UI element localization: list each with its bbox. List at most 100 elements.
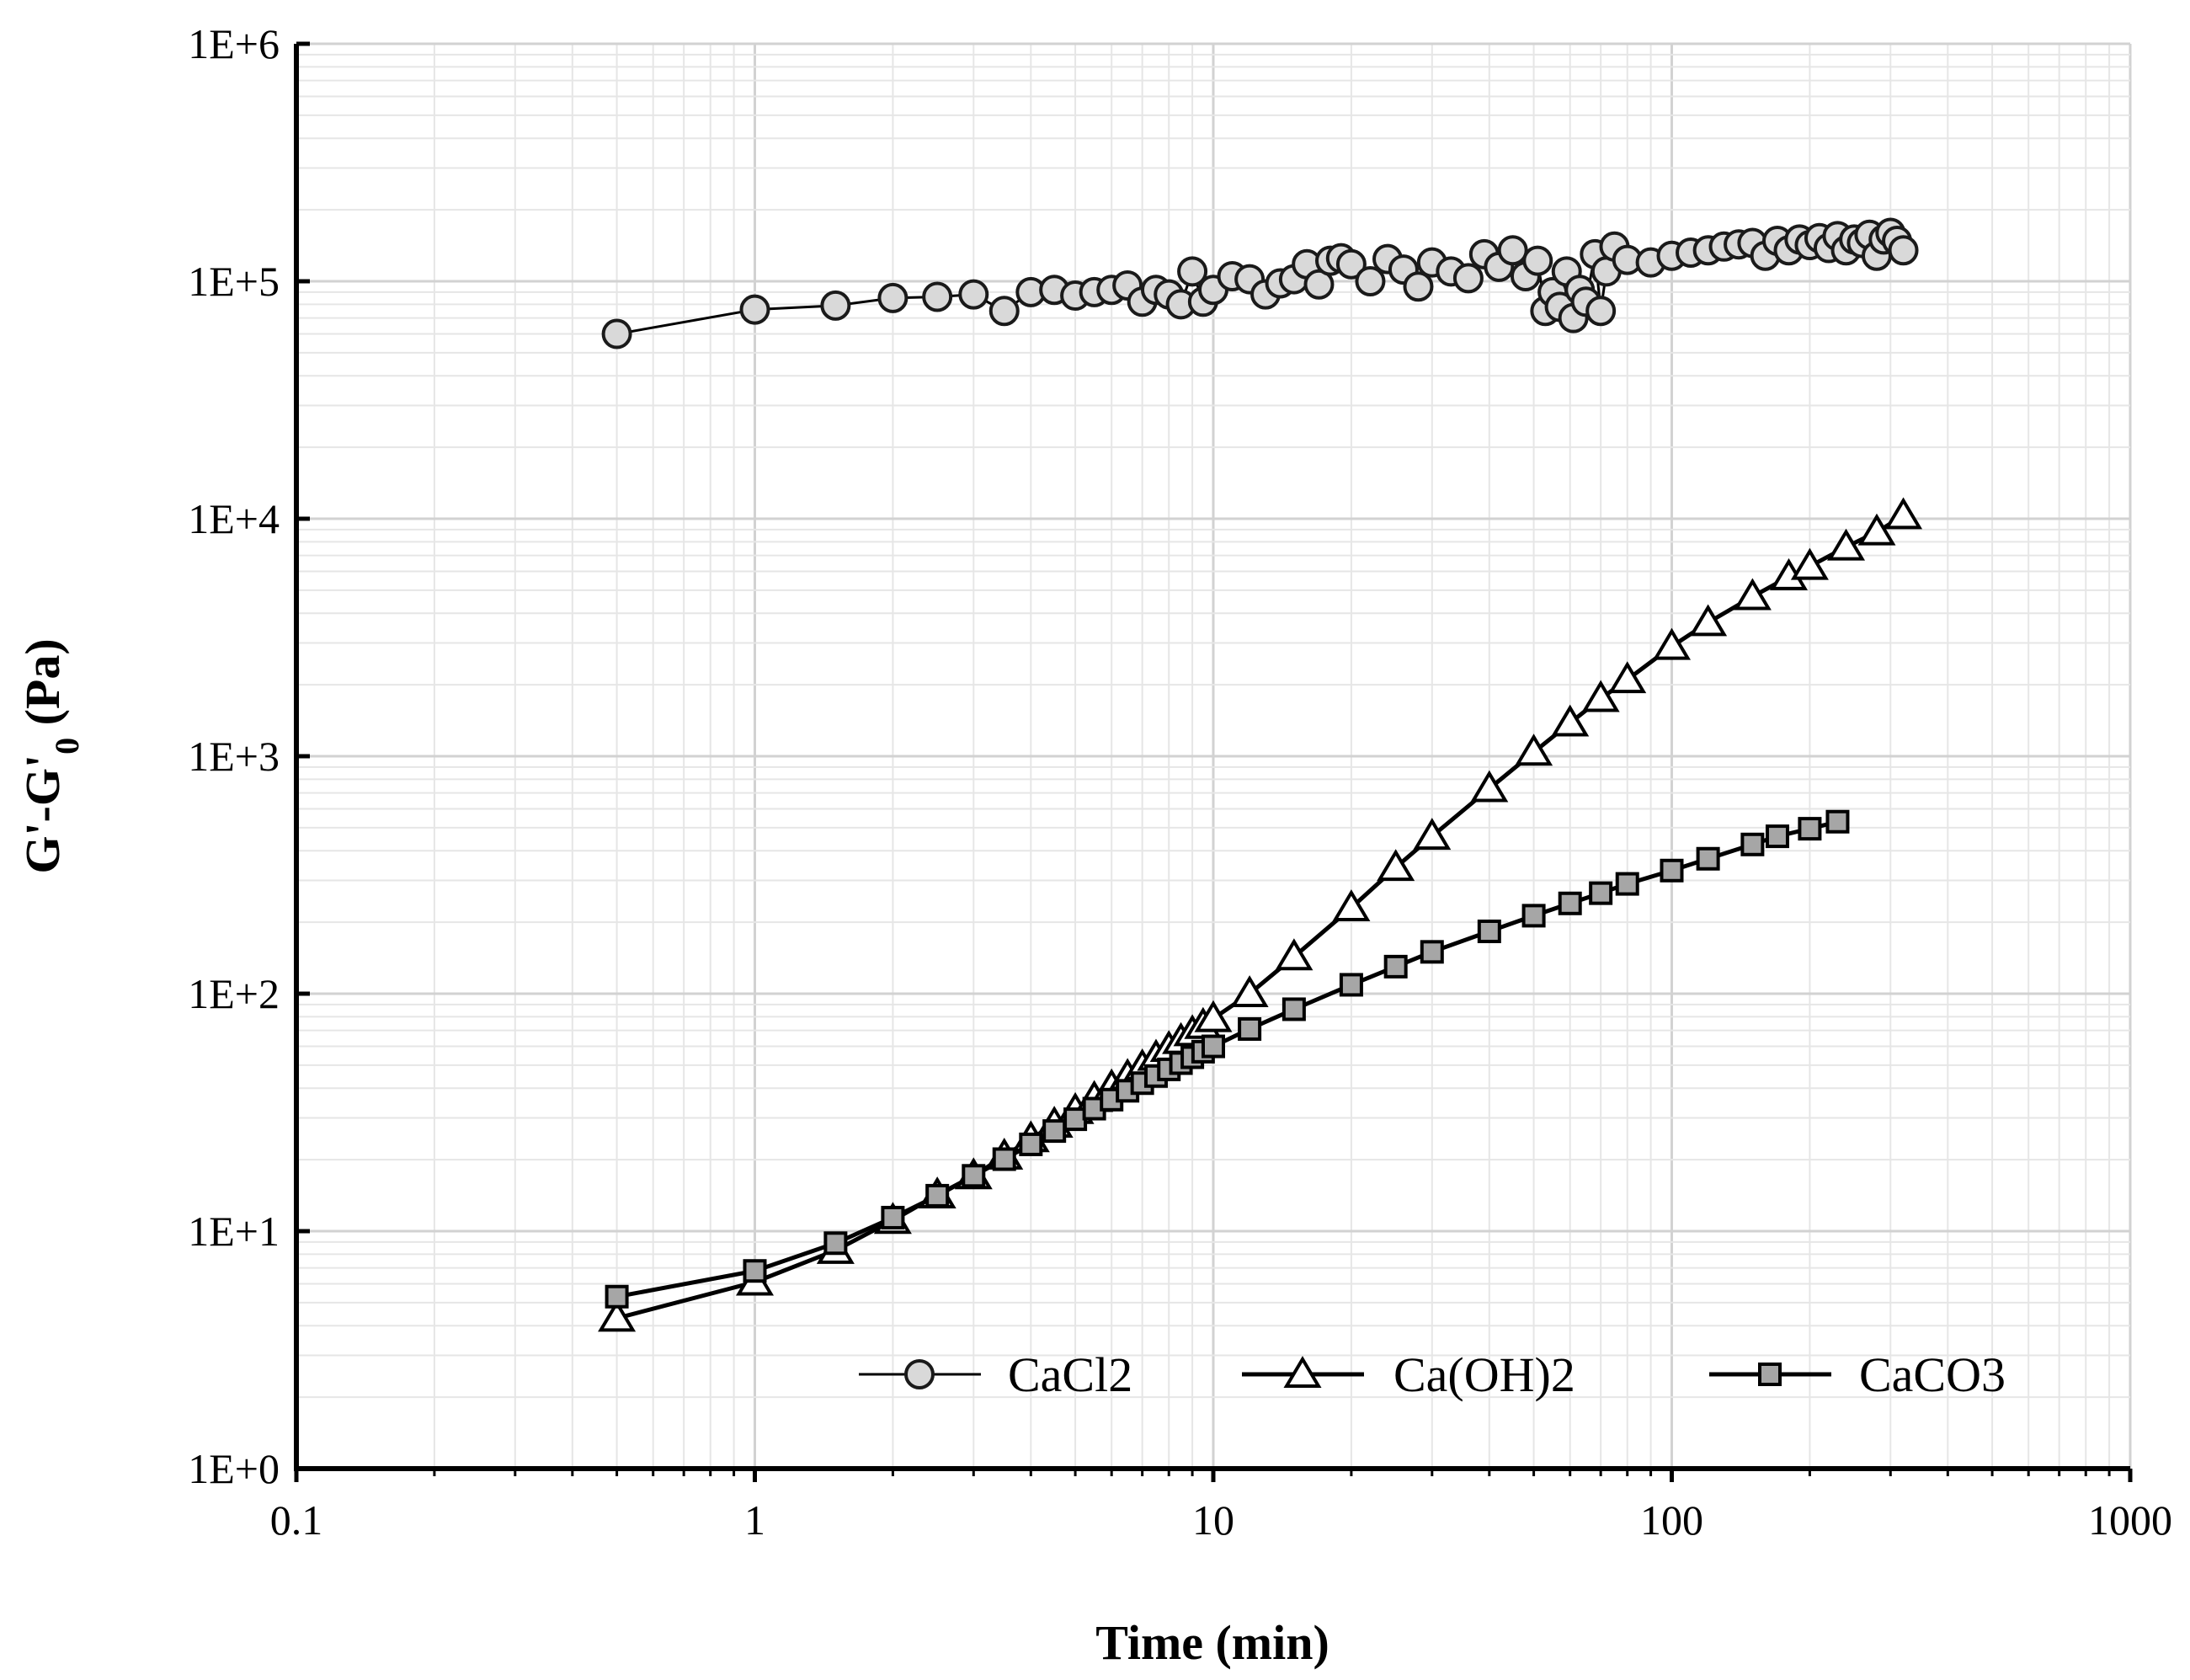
data-point: [1202, 1034, 1225, 1059]
legend-marker: [1283, 1356, 1322, 1388]
data-point: [1825, 809, 1850, 834]
data-point: [1884, 497, 1923, 530]
y-tick-label: 1E+4: [188, 495, 280, 542]
data-point: [1177, 256, 1208, 287]
data-point: [1689, 604, 1728, 637]
data-point: [1660, 858, 1684, 883]
x-tick-label: 10: [1192, 1496, 1234, 1544]
legend-item: Ca(OH)2: [1242, 1347, 1575, 1402]
data-point: [1355, 266, 1386, 296]
data-point: [601, 318, 632, 349]
data-point: [1827, 528, 1866, 561]
data-point: [988, 296, 1020, 327]
data-point: [1585, 296, 1617, 327]
data-point: [1194, 1000, 1233, 1032]
data-point: [598, 1299, 637, 1332]
y-tick-label: 1E+0: [188, 1445, 280, 1492]
data-point: [739, 294, 770, 325]
data-point: [992, 1147, 1016, 1171]
y-tick-label: 1E+1: [188, 1208, 280, 1255]
y-axis-title-main: G'-G': [15, 755, 70, 874]
data-point: [881, 1205, 905, 1229]
y-axis-title-subscript: 0: [48, 738, 86, 755]
data-point: [1652, 627, 1692, 660]
legend-item: CaCl2: [859, 1347, 1132, 1402]
data-point: [1383, 954, 1408, 979]
data-point: [1019, 1132, 1043, 1156]
tick-labels: 0.1 1 10 100 1000 1E+0 1E+1 1E+2 1E+3 1E+4 1E+5 1E+…: [188, 20, 2172, 1544]
data-point: [823, 1231, 848, 1256]
data-point: [1332, 889, 1371, 921]
data-point: [958, 279, 989, 310]
x-tick-label: 1: [744, 1496, 765, 1544]
data-point: [1696, 846, 1720, 871]
data-point: [743, 1259, 767, 1283]
data-point: [1403, 271, 1434, 302]
data-point: [1615, 872, 1639, 896]
data-series: [598, 217, 1923, 1332]
data-point: [1581, 680, 1620, 712]
data-point: [1522, 245, 1553, 276]
data-point: [1377, 849, 1415, 882]
y-tick-label: 1E+5: [188, 258, 280, 305]
y-tick-label: 1E+6: [188, 20, 280, 67]
data-point: [1740, 832, 1765, 856]
data-point: [1470, 770, 1509, 803]
data-point: [1608, 661, 1647, 694]
data-point: [1857, 513, 1896, 546]
data-point: [1798, 817, 1822, 841]
x-axis-title: Time (min): [1095, 1615, 1329, 1670]
data-point: [1303, 269, 1335, 300]
series-cacl2: [601, 217, 1919, 349]
data-point: [922, 281, 953, 312]
legend-label: CaCO3: [1859, 1347, 2006, 1402]
data-point: [962, 1164, 986, 1188]
data-point: [1413, 818, 1452, 851]
x-tick-label: 100: [1640, 1496, 1703, 1544]
data-point: [1497, 235, 1528, 266]
data-point: [1063, 1107, 1088, 1132]
series-caco3: [605, 809, 1850, 1309]
legend-marker: [1758, 1363, 1782, 1386]
data-point: [1733, 578, 1772, 611]
x-tick-label: 0.1: [270, 1496, 323, 1544]
data-point: [1888, 235, 1919, 266]
data-point: [1281, 997, 1306, 1021]
data-point: [1339, 973, 1363, 997]
y-axis-title-unit: (Pa): [15, 638, 70, 738]
data-point: [1042, 1119, 1067, 1144]
data-point: [1558, 891, 1582, 915]
data-point: [605, 1284, 629, 1309]
data-point: [1238, 1016, 1262, 1041]
data-point: [1335, 248, 1367, 280]
legend: CaCl2 Ca(OH)2 CaCO3: [859, 1347, 2006, 1402]
x-tick-label: 1000: [2088, 1496, 2172, 1544]
data-point: [1230, 975, 1269, 1007]
y-tick-label: 1E+3: [188, 733, 280, 780]
series-line: [616, 819, 1839, 1299]
data-point: [1515, 733, 1553, 766]
gridlines: [295, 42, 2132, 1470]
legend-label: CaCl2: [1008, 1347, 1132, 1402]
data-point: [1790, 547, 1829, 580]
data-point: [1765, 824, 1789, 849]
data-point: [1275, 938, 1313, 971]
axes: [294, 41, 2133, 1482]
data-point: [1551, 704, 1590, 737]
y-axis-title: G'-G'0 (Pa): [15, 638, 86, 873]
legend-label: Ca(OH)2: [1393, 1347, 1575, 1402]
data-point: [820, 290, 851, 321]
data-point: [877, 282, 909, 313]
y-tick-label: 1E+2: [188, 970, 280, 1017]
series-ca-oh-2: [598, 497, 1923, 1332]
legend-marker: [904, 1359, 935, 1389]
data-point: [1589, 881, 1613, 905]
data-point: [1452, 263, 1484, 294]
data-point: [1420, 940, 1444, 964]
data-point: [1521, 904, 1546, 928]
legend-item: CaCO3: [1709, 1347, 2006, 1402]
data-point: [1477, 919, 1501, 943]
data-point: [925, 1183, 950, 1208]
